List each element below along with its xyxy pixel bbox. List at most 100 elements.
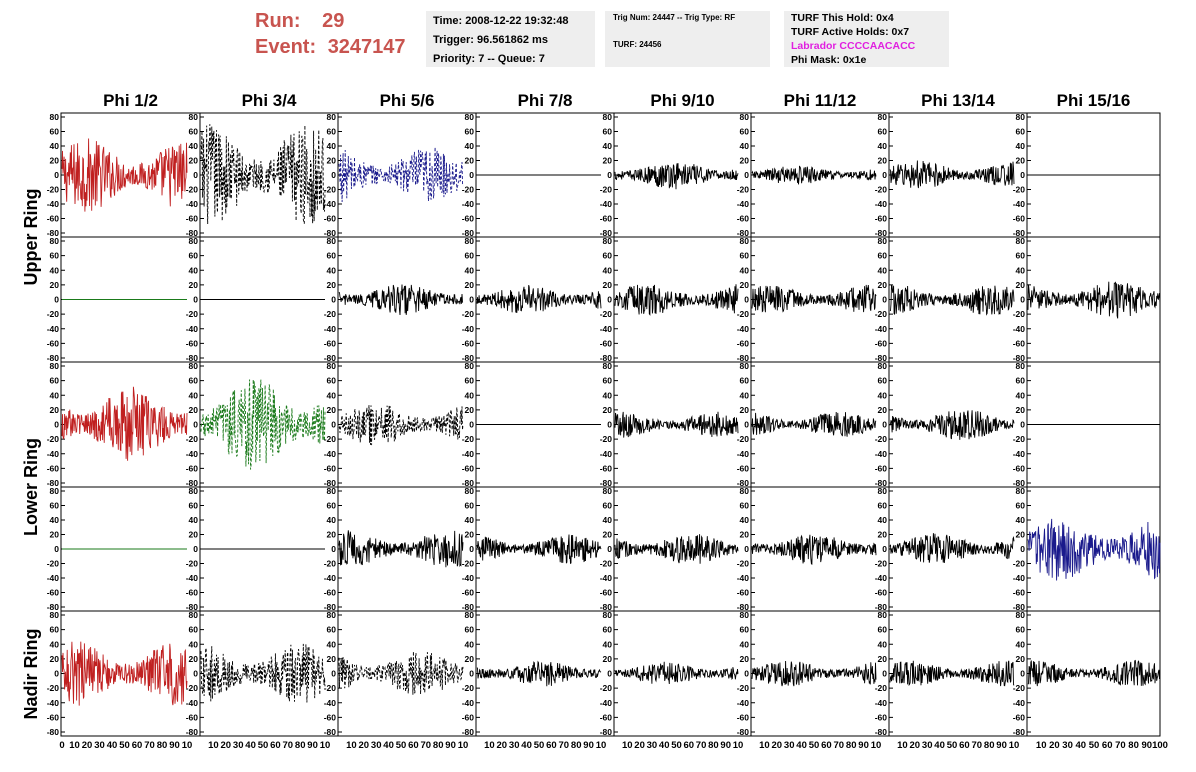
y-tick-label: -40: [1013, 573, 1026, 583]
y-tick-label: -20: [324, 434, 337, 444]
waveform-line: [889, 533, 1015, 564]
y-tick-label: -80: [462, 478, 475, 488]
waveform-panel: 80 60 40 20 0 -20 -40 -60 -80: [737, 486, 890, 612]
waveform-panel: 80 60 40 20 0 -20 -40 -60 -80: [186, 610, 339, 737]
phi-mask-text: Phi Mask: 0x1e: [791, 54, 867, 66]
waveform-line: [338, 651, 464, 695]
y-tick-label: -80: [324, 727, 337, 737]
y-tick-label: 40: [740, 639, 750, 649]
y-tick-label: 80: [50, 486, 60, 496]
y-tick-label: -40: [47, 698, 60, 708]
x-tick-label: 50: [396, 740, 407, 751]
waveform-panel: 80 60 40 20 0 -20 -40 -60 -80: [875, 361, 1028, 488]
x-tick-label: 70: [144, 740, 155, 751]
y-tick-label: 20: [50, 405, 60, 415]
y-tick-label: 40: [189, 515, 199, 525]
y-tick-label: 60: [465, 376, 475, 386]
y-tick-label: 40: [878, 265, 888, 275]
y-tick-label: 60: [603, 501, 613, 511]
x-tick-label: 70: [972, 740, 983, 751]
y-tick-label: -40: [47, 449, 60, 459]
y-tick-label: 40: [327, 141, 337, 151]
y-tick-label: 20: [465, 654, 475, 664]
y-tick-label: 60: [1016, 376, 1026, 386]
y-tick-label: 0: [1020, 420, 1025, 430]
y-tick-label: -60: [875, 214, 888, 224]
y-tick-label: 40: [50, 515, 60, 525]
event-header: Run: 29 Event: 3247147 Time: 2008-12-22 …: [0, 0, 1196, 80]
waveform-panel: 80 60 40 20 0 -20 -40 -60 -80: [600, 112, 752, 238]
waveform-line: [889, 410, 1015, 440]
y-tick-label: 40: [327, 390, 337, 400]
waveform-panel: 80 60 40 20 0 -20 -40 -60 -80: [186, 361, 339, 488]
y-tick-label: -80: [737, 478, 750, 488]
y-tick-label: 80: [465, 361, 475, 371]
y-tick-label: 20: [878, 405, 888, 415]
x-tick-label: 50: [258, 740, 269, 751]
y-tick-label: -20: [875, 185, 888, 195]
y-tick-label: 0: [193, 170, 198, 180]
waveform-line: [200, 124, 326, 225]
column-title: Phi 13/14: [921, 91, 995, 110]
y-tick-label: 40: [878, 515, 888, 525]
y-tick-label: -20: [600, 434, 613, 444]
y-tick-label: -40: [600, 449, 613, 459]
y-tick-label: 80: [50, 236, 60, 246]
y-tick-label: -20: [737, 683, 750, 693]
x-tick-label: 90: [1142, 740, 1153, 751]
y-tick-label: 40: [50, 390, 60, 400]
waveform-panel: 80 60 40 20 0 -20 -40 -60 -80: [875, 236, 1028, 363]
x-tick-label: 10: [871, 740, 882, 751]
y-tick-label: -20: [462, 185, 475, 195]
y-tick-label: 40: [189, 639, 199, 649]
y-tick-label: 0: [54, 544, 59, 554]
waveform-panel: 80 60 40 20 0 -20 -40 -60 -80: [47, 236, 201, 363]
y-tick-label: 60: [50, 127, 60, 137]
panel-frame: [337, 361, 477, 488]
x-tick-label: 60: [546, 740, 557, 751]
y-tick-label: 40: [1016, 390, 1026, 400]
y-tick-label: 0: [882, 170, 887, 180]
y-tick-label: 40: [189, 265, 199, 275]
y-tick-label: -20: [186, 683, 199, 693]
y-tick-label: 0: [54, 295, 59, 305]
y-tick-label: 0: [331, 295, 336, 305]
x-tick-label: 100: [1152, 740, 1168, 751]
y-tick-label: 80: [603, 610, 613, 620]
y-tick-label: 40: [603, 639, 613, 649]
y-tick-label: 0: [607, 544, 612, 554]
waveform-line: [338, 530, 464, 568]
y-tick-label: 40: [189, 390, 199, 400]
y-tick-label: -20: [186, 434, 199, 444]
y-tick-label: -60: [600, 338, 613, 348]
y-tick-label: 60: [327, 501, 337, 511]
x-tick-label: 0: [59, 740, 64, 751]
column-title: Phi 11/12: [784, 91, 857, 110]
y-tick-label: 80: [465, 112, 475, 122]
waveform-panel: 80 60 40 20 0 -20 -40 -60 -80: [1013, 361, 1161, 488]
y-tick-label: -20: [47, 683, 60, 693]
waveform-panel: 80 60 40 20 0 -20 -40 -60 -80: [324, 236, 477, 363]
y-tick-label: 40: [1016, 639, 1026, 649]
y-tick-label: -40: [600, 199, 613, 209]
y-tick-label: 20: [465, 156, 475, 166]
y-tick-label: 40: [878, 141, 888, 151]
x-tick-label: 80: [846, 740, 857, 751]
y-tick-label: 0: [331, 170, 336, 180]
y-tick-label: -40: [600, 324, 613, 334]
waveform-panel: 80 60 40 20 0 -20 -40 -60 -80: [47, 610, 201, 737]
y-tick-label: 40: [50, 265, 60, 275]
y-tick-label: -20: [324, 185, 337, 195]
x-tick-label: 50: [119, 740, 130, 751]
y-tick-label: 20: [189, 530, 199, 540]
waveform-line: [751, 284, 877, 313]
y-tick-label: 60: [189, 127, 199, 137]
column-title: Phi 9/10: [650, 91, 714, 110]
y-tick-label: 60: [327, 376, 337, 386]
x-tick-label: 30: [784, 740, 795, 751]
y-tick-label: 60: [50, 501, 60, 511]
y-tick-label: 60: [465, 251, 475, 261]
waveform-line: [614, 411, 739, 438]
x-tick-label: 10: [320, 740, 331, 751]
y-tick-label: -80: [186, 353, 199, 363]
